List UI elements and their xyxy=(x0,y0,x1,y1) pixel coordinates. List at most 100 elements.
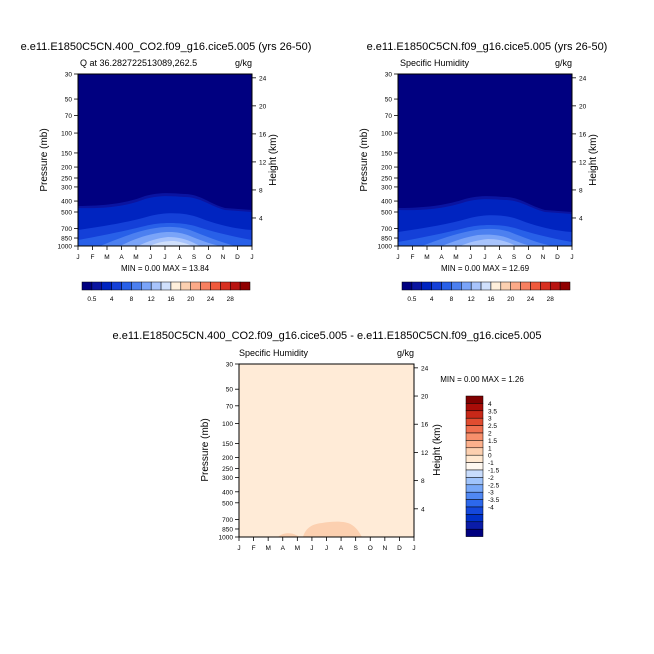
height-tick-label: 12 xyxy=(421,450,429,457)
panel-2-title: e.e11.E1850C5CN.f09_g16.cice5.005 (yrs 2… xyxy=(367,41,608,53)
height-tick-label: 4 xyxy=(421,506,425,513)
pressure-tick-label: 50 xyxy=(385,97,393,104)
colorbar-swatch xyxy=(465,521,484,530)
panel-2-ylabel-left: Pressure (mb) xyxy=(359,128,370,191)
colorbar-label: -1.5 xyxy=(488,468,500,475)
pressure-tick-label: 400 xyxy=(381,199,392,206)
colorbar-swatch xyxy=(431,281,442,291)
colorbar-label: 4 xyxy=(430,296,434,303)
month-tick-label: M xyxy=(453,254,458,261)
pressure-tick-label: 50 xyxy=(65,97,73,104)
colorbar-label: 20 xyxy=(187,296,195,303)
colorbar-swatch xyxy=(441,281,452,291)
month-tick-label: N xyxy=(221,254,226,261)
panel-1-subtitle: Q at 36.282722513089,262.5 xyxy=(80,58,197,68)
month-tick-label: O xyxy=(526,254,531,261)
colorbar-label: 4 xyxy=(488,401,492,408)
height-tick-label: 4 xyxy=(259,215,263,222)
colorbar-label: 0.5 xyxy=(87,296,96,303)
panel-3-title: e.e11.E1850C5CN.400_CO2.f09_g16.cice5.00… xyxy=(113,330,542,342)
month-tick-label: A xyxy=(119,254,124,261)
height-tick-label: 16 xyxy=(579,131,587,138)
colorbar-label: -2.5 xyxy=(488,482,500,489)
height-tick-label: 20 xyxy=(579,103,587,110)
colorbar-swatch xyxy=(465,462,484,471)
month-tick-label: M xyxy=(265,545,270,552)
month-tick-label: A xyxy=(339,545,344,552)
pressure-tick-label: 70 xyxy=(385,113,393,120)
month-tick-label: A xyxy=(497,254,502,261)
colorbar-swatch xyxy=(465,403,484,412)
month-tick-label: M xyxy=(104,254,109,261)
colorbar-label: 2 xyxy=(488,431,492,438)
height-tick-label: 16 xyxy=(259,131,267,138)
colorbar-label: 12 xyxy=(468,296,476,303)
colorbar-swatch xyxy=(490,281,502,291)
pressure-tick-label: 100 xyxy=(381,131,392,138)
panel-3-subtitle: Specific Humidity xyxy=(239,348,309,358)
colorbar-label: 8 xyxy=(130,296,134,303)
panel-3-stats: MIN = 0.00 MAX = 1.26 xyxy=(440,375,524,384)
pressure-tick-label: 400 xyxy=(222,489,233,496)
height-tick-label: 4 xyxy=(579,215,583,222)
pressure-tick-label: 250 xyxy=(61,176,72,183)
height-tick-label: 8 xyxy=(421,478,425,485)
panel-3-pressure-axis: 30 50 70 100 150 200 250 300 400 500 700 850 1000 xyxy=(219,362,239,542)
panel-2-ylabel-right: Height (km) xyxy=(588,134,599,186)
colorbar-swatch xyxy=(530,281,541,291)
colorbar-label: 20 xyxy=(507,296,515,303)
colorbar-swatch xyxy=(180,281,191,291)
panel-3-colorbar: 43.532.521.510-1-1.5-2-2.5-3-3.5-4 xyxy=(465,395,500,537)
month-tick-label: D xyxy=(235,254,240,261)
colorbar-swatch xyxy=(520,281,531,291)
month-tick-label: N xyxy=(541,254,546,261)
panel-2: e.e11.E1850C5CN.f09_g16.cice5.005 (yrs 2… xyxy=(359,41,607,303)
colorbar-swatch xyxy=(190,281,201,291)
colorbar-swatch xyxy=(220,281,231,291)
panel-3-background xyxy=(239,364,414,537)
month-tick-label: J xyxy=(310,545,313,552)
colorbar-swatch xyxy=(229,281,241,291)
colorbar-swatch xyxy=(465,491,484,500)
colorbar-swatch xyxy=(470,281,482,291)
colorbar-swatch xyxy=(465,469,484,478)
colorbar-swatch xyxy=(465,425,484,434)
pressure-tick-label: 700 xyxy=(222,517,233,524)
month-tick-label: A xyxy=(177,254,182,261)
pressure-tick-label: 150 xyxy=(381,150,392,157)
colorbar-label: 1 xyxy=(488,445,492,452)
pressure-tick-label: 850 xyxy=(61,236,72,243)
pressure-tick-label: 500 xyxy=(381,210,392,217)
pressure-tick-label: 150 xyxy=(222,441,233,448)
height-tick-label: 8 xyxy=(579,187,583,194)
colorbar-swatch xyxy=(200,281,211,291)
month-tick-label: J xyxy=(570,254,573,261)
panel-3-ylabel-left: Pressure (mb) xyxy=(200,418,211,481)
pressure-tick-label: 250 xyxy=(222,466,233,473)
pressure-tick-label: 300 xyxy=(61,184,72,191)
colorbar-swatch xyxy=(465,447,484,456)
height-tick-label: 12 xyxy=(579,159,587,166)
height-tick-label: 12 xyxy=(259,159,267,166)
colorbar-label: -3 xyxy=(488,490,494,497)
pressure-tick-label: 70 xyxy=(226,403,234,410)
colorbar-swatch xyxy=(465,395,484,404)
colorbar-label: 16 xyxy=(487,296,495,303)
month-tick-label: O xyxy=(368,545,373,552)
panel-2-colorbar: 0.5 4 8 12 16 20 24 28 xyxy=(401,281,571,303)
panel-2-contour-7 xyxy=(460,239,516,246)
colorbar-swatch xyxy=(210,281,221,291)
height-tick-label: 24 xyxy=(421,365,429,372)
colorbar-swatch xyxy=(465,514,484,523)
month-tick-label: D xyxy=(555,254,560,261)
colorbar-label: 28 xyxy=(547,296,555,303)
colorbar-swatch xyxy=(111,281,122,291)
panel-2-plot-area xyxy=(397,73,573,247)
colorbar-swatch xyxy=(411,281,423,291)
panel-3-plot-area xyxy=(238,363,415,538)
colorbar-swatch xyxy=(465,440,484,449)
pressure-tick-label: 250 xyxy=(381,176,392,183)
colorbar-swatch xyxy=(121,281,132,291)
